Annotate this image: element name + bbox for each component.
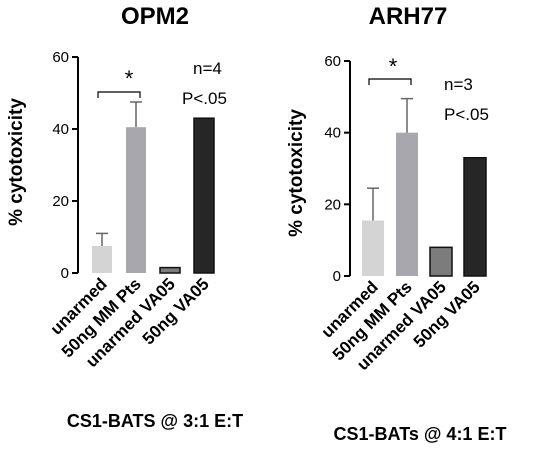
- significance-star: *: [389, 54, 398, 79]
- bar-unarmed-va05: [429, 246, 453, 277]
- bar-50ng-va05: [463, 157, 487, 277]
- bar-unarmed: [362, 220, 384, 276]
- bar-50ng-mm-pts: [126, 127, 146, 273]
- y-tick-label: 40: [52, 121, 69, 138]
- n-annotation: n=4: [193, 59, 222, 78]
- y-tick-label: 20: [324, 196, 341, 213]
- n-annotation: n=3: [444, 75, 473, 94]
- y-tick-label: 0: [61, 265, 69, 282]
- bar-unarmed: [92, 246, 112, 273]
- y-tick-label: 60: [52, 49, 69, 66]
- chart-title: ARH77: [369, 3, 448, 30]
- bar-50ng-mm-pts: [396, 132, 418, 276]
- significance-star: *: [125, 66, 134, 91]
- bar-unarmed-va05: [159, 266, 181, 274]
- p-annotation: P<.05: [182, 89, 227, 108]
- significance-bracket: [368, 78, 412, 85]
- p-annotation: P<.05: [444, 105, 489, 124]
- y-tick-label: 0: [333, 268, 341, 285]
- chart-panel-arh77: ARH77 % cytotoxicity 0204060unarmed50ng …: [286, 3, 506, 444]
- bar-50ng-va05: [193, 117, 215, 274]
- y-tick-label: 60: [324, 53, 341, 70]
- y-axis-label: % cytotoxicity: [6, 98, 27, 226]
- chart-title: OPM2: [121, 3, 189, 30]
- y-axis-label: % cytotoxicity: [286, 109, 307, 237]
- footer-label: CS1-BATs @ 4:1 E:T: [334, 424, 507, 444]
- significance-bracket: [97, 91, 141, 98]
- footer-label: CS1-BATS @ 3:1 E:T: [67, 411, 243, 431]
- y-tick-label: 40: [324, 125, 341, 142]
- y-tick-label: 20: [52, 193, 69, 210]
